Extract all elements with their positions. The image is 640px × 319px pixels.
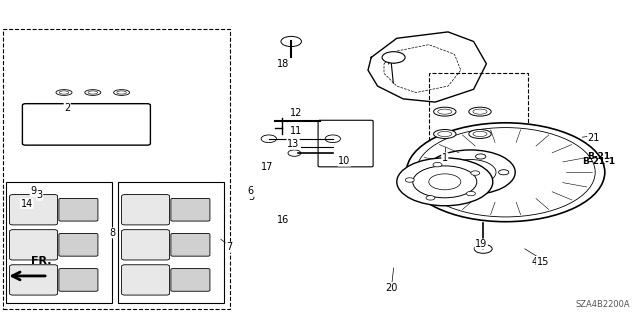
Text: 18: 18 — [276, 59, 289, 69]
Ellipse shape — [434, 107, 456, 116]
Text: 10: 10 — [338, 156, 351, 166]
Text: 15: 15 — [536, 256, 549, 267]
Text: 8: 8 — [109, 228, 115, 238]
Text: 5: 5 — [248, 192, 254, 202]
Circle shape — [476, 154, 486, 159]
FancyBboxPatch shape — [10, 265, 58, 295]
FancyBboxPatch shape — [122, 230, 170, 260]
Ellipse shape — [88, 91, 98, 94]
Circle shape — [467, 191, 476, 196]
Text: FR.: FR. — [31, 256, 52, 266]
FancyBboxPatch shape — [171, 234, 210, 256]
Circle shape — [456, 165, 484, 179]
Text: 7: 7 — [226, 242, 232, 252]
Circle shape — [474, 244, 492, 253]
FancyBboxPatch shape — [10, 195, 58, 225]
Ellipse shape — [438, 131, 452, 137]
FancyBboxPatch shape — [10, 230, 58, 260]
Bar — [429, 73, 528, 153]
Text: B-21: B-21 — [587, 152, 610, 161]
Ellipse shape — [60, 91, 69, 94]
Circle shape — [288, 150, 301, 156]
FancyBboxPatch shape — [22, 104, 150, 145]
Text: 14: 14 — [20, 198, 33, 209]
Ellipse shape — [434, 130, 456, 138]
Circle shape — [433, 162, 442, 167]
Bar — [3, 29, 230, 309]
Circle shape — [426, 196, 435, 200]
Circle shape — [281, 36, 301, 47]
FancyBboxPatch shape — [122, 265, 170, 295]
Circle shape — [406, 123, 605, 222]
FancyBboxPatch shape — [171, 269, 210, 291]
Circle shape — [426, 150, 515, 195]
FancyBboxPatch shape — [59, 234, 98, 256]
Text: B-21-1: B-21-1 — [582, 157, 615, 166]
Text: 21: 21 — [588, 133, 600, 143]
Circle shape — [471, 171, 480, 175]
Ellipse shape — [473, 109, 487, 114]
Circle shape — [416, 128, 595, 217]
Circle shape — [499, 170, 509, 175]
Ellipse shape — [116, 91, 127, 94]
Circle shape — [413, 166, 477, 198]
Text: 17: 17 — [261, 162, 274, 172]
Circle shape — [405, 178, 414, 182]
FancyBboxPatch shape — [122, 195, 170, 225]
Circle shape — [438, 180, 449, 185]
Ellipse shape — [473, 131, 487, 137]
Bar — [118, 182, 224, 303]
Text: 12: 12 — [289, 108, 302, 118]
Text: 9: 9 — [30, 186, 36, 197]
Text: 3: 3 — [36, 190, 43, 200]
Ellipse shape — [438, 109, 452, 114]
Text: 6: 6 — [248, 186, 254, 197]
FancyBboxPatch shape — [318, 120, 373, 167]
Text: 2: 2 — [64, 103, 70, 114]
Ellipse shape — [468, 130, 492, 138]
Circle shape — [429, 174, 461, 190]
Ellipse shape — [468, 107, 492, 116]
FancyBboxPatch shape — [59, 269, 98, 291]
Text: 19: 19 — [475, 239, 488, 249]
Text: 13: 13 — [287, 139, 300, 149]
FancyBboxPatch shape — [171, 198, 210, 221]
Ellipse shape — [114, 90, 129, 95]
Ellipse shape — [84, 90, 101, 95]
Circle shape — [445, 160, 496, 185]
Circle shape — [397, 158, 493, 206]
Text: 11: 11 — [289, 126, 302, 136]
Circle shape — [261, 135, 276, 143]
Text: 20: 20 — [385, 283, 398, 293]
Text: 16: 16 — [276, 215, 289, 225]
Circle shape — [476, 185, 486, 190]
Circle shape — [382, 52, 405, 63]
Text: SZA4B2200A: SZA4B2200A — [576, 300, 630, 309]
Bar — [6, 182, 112, 303]
Text: 4: 4 — [531, 256, 538, 267]
FancyBboxPatch shape — [59, 198, 98, 221]
Circle shape — [325, 135, 340, 143]
Bar — [445, 131, 483, 144]
Ellipse shape — [56, 90, 72, 95]
Circle shape — [438, 160, 449, 165]
Text: 1: 1 — [442, 153, 448, 163]
